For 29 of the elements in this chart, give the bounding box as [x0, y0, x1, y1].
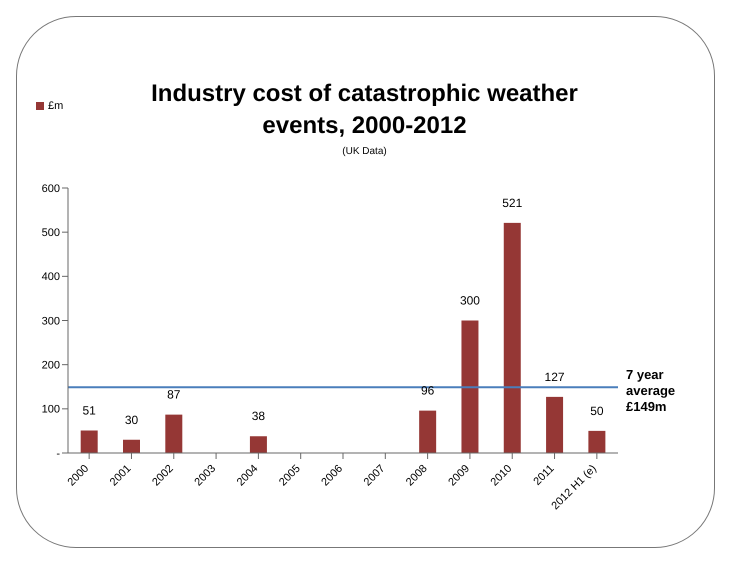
bar: [165, 414, 182, 453]
bar: [504, 222, 521, 453]
y-tick-label: 500: [42, 227, 60, 240]
chart-subtitle: (UK Data): [342, 146, 387, 157]
y-tick-label: 400: [42, 271, 60, 284]
y-tick-label: 600: [42, 182, 60, 195]
y-tick-label: -: [56, 448, 60, 460]
bar: [588, 430, 606, 453]
bar: [419, 410, 436, 453]
text: 50: [590, 404, 604, 418]
text: 87: [167, 388, 180, 402]
text: 51: [82, 403, 96, 418]
bar: [461, 320, 478, 453]
legend-label: £m: [47, 100, 64, 112]
ref-line-label: 7 year average £149m: [626, 367, 676, 414]
bar: [250, 436, 267, 453]
y-tick-label: 100: [42, 404, 60, 416]
text: 96: [420, 384, 434, 398]
y-tick-label: 300: [42, 315, 60, 328]
text: 30: [124, 412, 138, 427]
text: 38: [252, 409, 266, 424]
bar: [546, 396, 564, 453]
chart-title: Industry cost of catastrophic weather events, 2000-2012: [150, 79, 579, 141]
bar: [80, 430, 98, 453]
text: 127: [544, 370, 565, 384]
y-tick-label: 200: [42, 360, 60, 372]
text: 521: [502, 196, 522, 210]
text: 300: [460, 294, 480, 308]
bar: [123, 440, 140, 453]
